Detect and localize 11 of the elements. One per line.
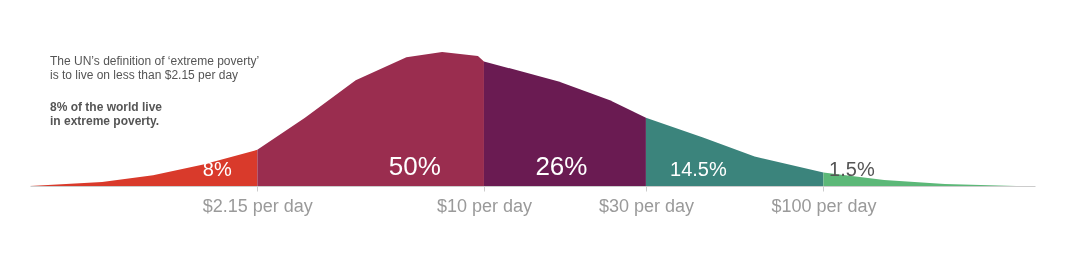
annotation: The UN’s definition of ‘extreme poverty’ is to live on less than $2.15 per day [50,54,260,82]
series-label: 1.5% [829,158,875,180]
series-label: 50% [388,151,441,181]
series-label: 26% [535,151,588,181]
series-label: 14.5% [670,158,727,180]
x-tick-label: $30 per day [598,195,694,216]
x-tick-label: $10 per day [436,195,532,216]
annotation: 8% of the world live in extreme poverty. [50,100,163,128]
x-tick-label: $100 per day [771,195,877,216]
x-tick-label: $2.15 per day [202,195,313,216]
series-label: 8% [202,158,232,180]
